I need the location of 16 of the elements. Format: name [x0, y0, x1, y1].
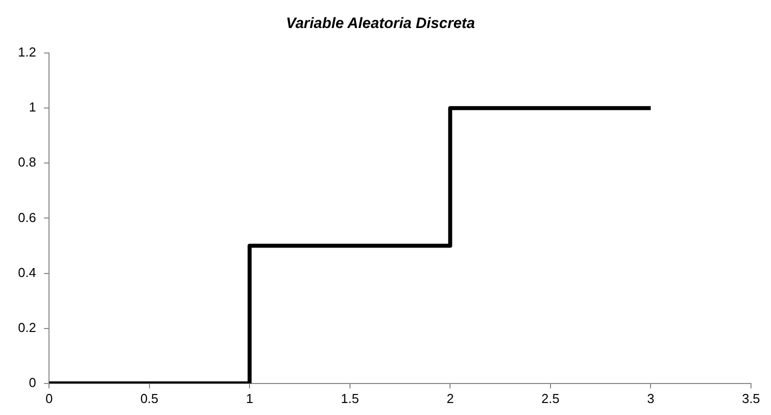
- y-tick-label: 0.6: [18, 210, 36, 225]
- y-tick-label: 0.4: [18, 264, 36, 280]
- y-tick-label: 1: [28, 100, 36, 115]
- y-tick-label: 0: [28, 374, 36, 390]
- y-tick-label: 0.2: [18, 320, 36, 335]
- x-tick-label: 0: [45, 390, 53, 406]
- x-tick-label: 3: [647, 390, 654, 406]
- x-tick-label: 1.5: [340, 390, 359, 406]
- y-tick-label: 0.8: [18, 154, 36, 170]
- x-tick-label: 1: [246, 390, 254, 406]
- y-tick-label: 1.2: [18, 44, 36, 60]
- chart-title: Variable Aleatoria Discreta: [286, 15, 475, 32]
- x-tick-label: 2.5: [541, 390, 560, 406]
- x-tick-label: 0.5: [140, 390, 158, 406]
- x-tick-label: 3.5: [742, 390, 760, 406]
- x-tick-label: 2: [446, 390, 454, 406]
